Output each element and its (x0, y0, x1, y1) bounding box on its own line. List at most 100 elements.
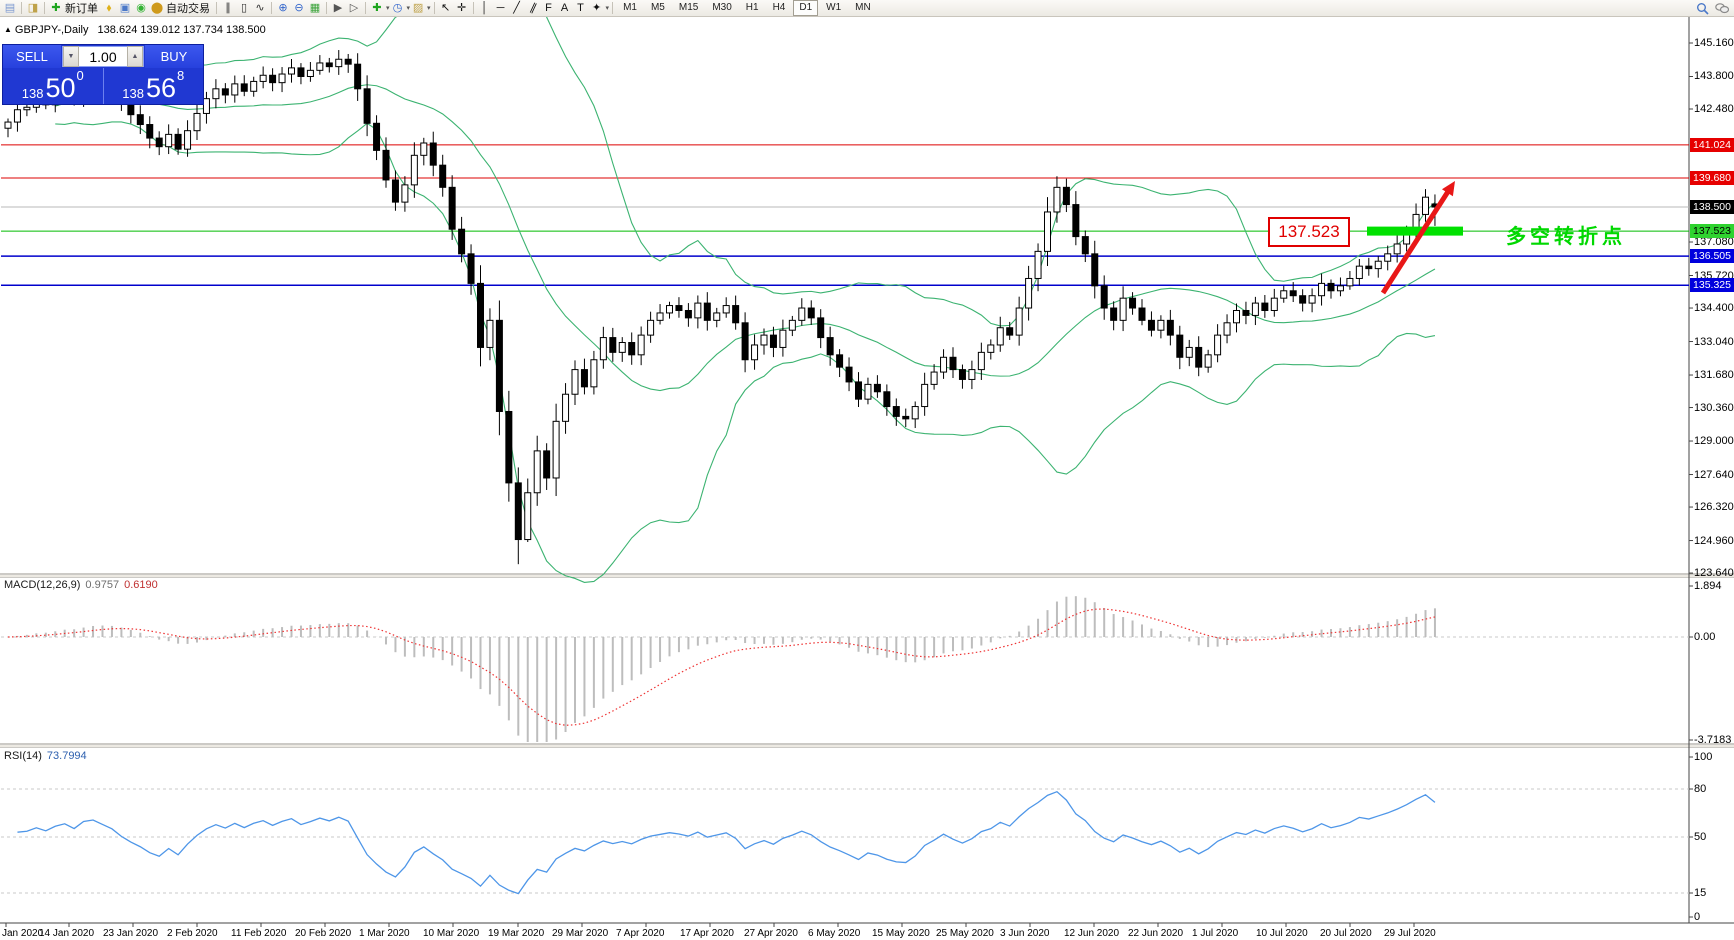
timeframe-m1-button[interactable]: M1 (623, 2, 637, 13)
candlestick-chart-icon[interactable]: ▯ (240, 1, 248, 14)
date-tick: 29 Mar 2020 (552, 928, 609, 939)
date-tick: 10 Mar 2020 (423, 928, 480, 939)
price-tick: 129.000 (1694, 435, 1734, 448)
price-tick: 137.080 (1694, 236, 1734, 248)
line-chart-icon[interactable]: ∿ (255, 1, 265, 14)
search-icon[interactable] (1696, 2, 1709, 15)
price-callout[interactable]: 137.523 (1268, 217, 1350, 247)
rsi-name: RSI(14) (4, 750, 42, 762)
price-tick: 142.480 (1694, 103, 1734, 115)
text-icon[interactable]: A (560, 1, 569, 14)
chevron-down-icon[interactable]: ▾ (386, 5, 390, 12)
timeframe-mn-button[interactable]: MN (855, 2, 871, 13)
symbol-period: GBPJPY-,Daily (14, 24, 89, 36)
charts-window-icon[interactable]: ▤ (4, 1, 16, 14)
annotation-note-text[interactable]: 多空转折点 (1506, 226, 1626, 248)
volume-up-button[interactable]: ▲ (127, 46, 143, 67)
one-click-trading-panel: SELL ▼ 1.00 ▲ BUY 138 50 0 138 56 8 (2, 44, 204, 105)
autotrading-icon[interactable]: ⬤ (150, 1, 164, 14)
price-tick: 127.640 (1694, 468, 1734, 481)
price-badge: 138.500 (1690, 200, 1734, 215)
date-tick: 20 Jul 2020 (1320, 928, 1372, 939)
tile-windows-icon[interactable]: ▦ (309, 1, 321, 14)
buy-button[interactable]: BUY (145, 45, 203, 68)
sell-button[interactable]: SELL (3, 45, 61, 68)
zoom-in-icon[interactable]: ⊕ (278, 1, 288, 14)
price-badge: 137.523 (1690, 224, 1734, 239)
sell-price-point: 0 (76, 68, 84, 83)
macd-name: MACD(12,26,9) (4, 579, 81, 591)
timeframe-h4-button[interactable]: H4 (772, 2, 786, 13)
fibonacci-icon[interactable]: F (545, 1, 552, 14)
toolbar-separator (365, 2, 366, 14)
timeframe-m30-button[interactable]: M30 (712, 2, 732, 13)
cursor-icon[interactable]: ↖ (440, 1, 451, 14)
trendline-icon[interactable]: ╱ (513, 1, 520, 14)
timeframe-m5-button[interactable]: M5 (650, 2, 665, 13)
timeframe-d1-button[interactable]: D1 (793, 0, 819, 16)
toolbar-separator (21, 2, 22, 14)
chart-shift-icon[interactable]: ▷ (349, 1, 359, 14)
sell-price[interactable]: 138 50 0 (3, 68, 104, 104)
sell-price-pips: 50 (45, 73, 76, 103)
date-tick: 17 Apr 2020 (680, 928, 734, 939)
volume-value[interactable]: 1.00 (89, 48, 117, 65)
price-tick: 133.040 (1694, 335, 1734, 348)
styles-icon[interactable]: ⬧ (106, 1, 112, 14)
date-tick: 14 Jan 2020 (39, 928, 95, 939)
auto-scroll-icon[interactable]: ▶ (333, 1, 343, 14)
text-label-icon[interactable]: T (577, 1, 584, 14)
chat-icon[interactable] (1715, 2, 1729, 15)
print-preview-icon[interactable]: ◨ (27, 1, 39, 14)
macd-tick: -3.7183 (1694, 734, 1732, 746)
buy-price[interactable]: 138 56 8 (104, 68, 204, 104)
bar-chart-icon[interactable]: ∥ (225, 1, 231, 14)
toolbar-separator (472, 2, 474, 14)
signals-icon[interactable]: ◉ (136, 1, 146, 14)
date-tick: 6 May 2020 (808, 928, 861, 939)
arrows-icon[interactable]: ✦ (591, 1, 602, 14)
timeframe-m15-button[interactable]: M15 (678, 2, 699, 13)
date-tick: 3 Jun 2020 (1000, 928, 1050, 939)
timeframe-w1-button[interactable]: W1 (826, 2, 842, 13)
date-tick: 20 Feb 2020 (295, 928, 352, 939)
new-order-label[interactable]: 新订单 (65, 3, 98, 15)
date-tick: 7 Apr 2020 (616, 928, 665, 939)
toolbar-separator (216, 2, 217, 14)
timeframe-h1-button[interactable]: H1 (745, 2, 759, 13)
date-tick: Jan 2020 (2, 928, 44, 939)
indicators-icon[interactable]: ✚ (372, 1, 382, 14)
rsi-tick: 50 (1694, 831, 1707, 843)
horizontal-line-icon[interactable]: ─ (496, 1, 505, 14)
sell-price-figure: 138 (21, 86, 44, 101)
macd-label: MACD(12,26,9) 0.9757 0.6190 (4, 579, 158, 591)
periods-icon[interactable]: ◷ (392, 1, 403, 14)
autotrading-label[interactable]: 自动交易 (166, 3, 210, 15)
volume-down-button[interactable]: ▼ (63, 46, 79, 67)
date-tick: 15 May 2020 (872, 928, 930, 939)
templates-icon[interactable]: ▨ (412, 1, 424, 14)
new-order-icon[interactable]: ✚ (51, 1, 61, 14)
volume-stepper[interactable]: ▼ 1.00 ▲ (62, 46, 144, 67)
chevron-down-icon[interactable]: ▾ (427, 5, 431, 12)
date-tick: 23 Jan 2020 (103, 928, 159, 939)
rsi-tick: 100 (1694, 751, 1713, 763)
toolbar-separator (271, 2, 272, 14)
vertical-line-icon[interactable]: │ (481, 1, 488, 14)
toolbar-separator (326, 2, 327, 14)
date-tick: 29 Jul 2020 (1384, 928, 1436, 939)
toolbar: ▤ ◨ ✚ 新订单 ⬧ ▣ ◉ ⬤ 自动交易 ∥ ▯ ∿ ⊕ ⊖ ▦ ▶ ▷ ✚ ▾ ◷ ▾ ▨ ▾ ↖ ✛ │ ─ ╱ ∥ F A T ✦ ▾ M… (0, 0, 1734, 17)
rsi-value: 73.7994 (46, 750, 87, 762)
date-tick: 19 Mar 2020 (488, 928, 545, 939)
zoom-out-icon[interactable]: ⊖ (294, 1, 304, 14)
chevron-down-icon[interactable]: ▾ (605, 5, 610, 12)
crosshair-icon[interactable]: ✛ (456, 1, 467, 14)
equidistant-channel-icon[interactable]: ∥ (527, 0, 538, 15)
chevron-down-icon[interactable]: ▾ (406, 5, 411, 12)
date-tick: 11 Feb 2020 (231, 928, 287, 939)
price-badge: 141.024 (1690, 137, 1734, 152)
terminal-icon[interactable]: ▣ (119, 1, 131, 14)
toolbar-separator (44, 2, 45, 14)
price-badge: 135.325 (1690, 278, 1734, 293)
